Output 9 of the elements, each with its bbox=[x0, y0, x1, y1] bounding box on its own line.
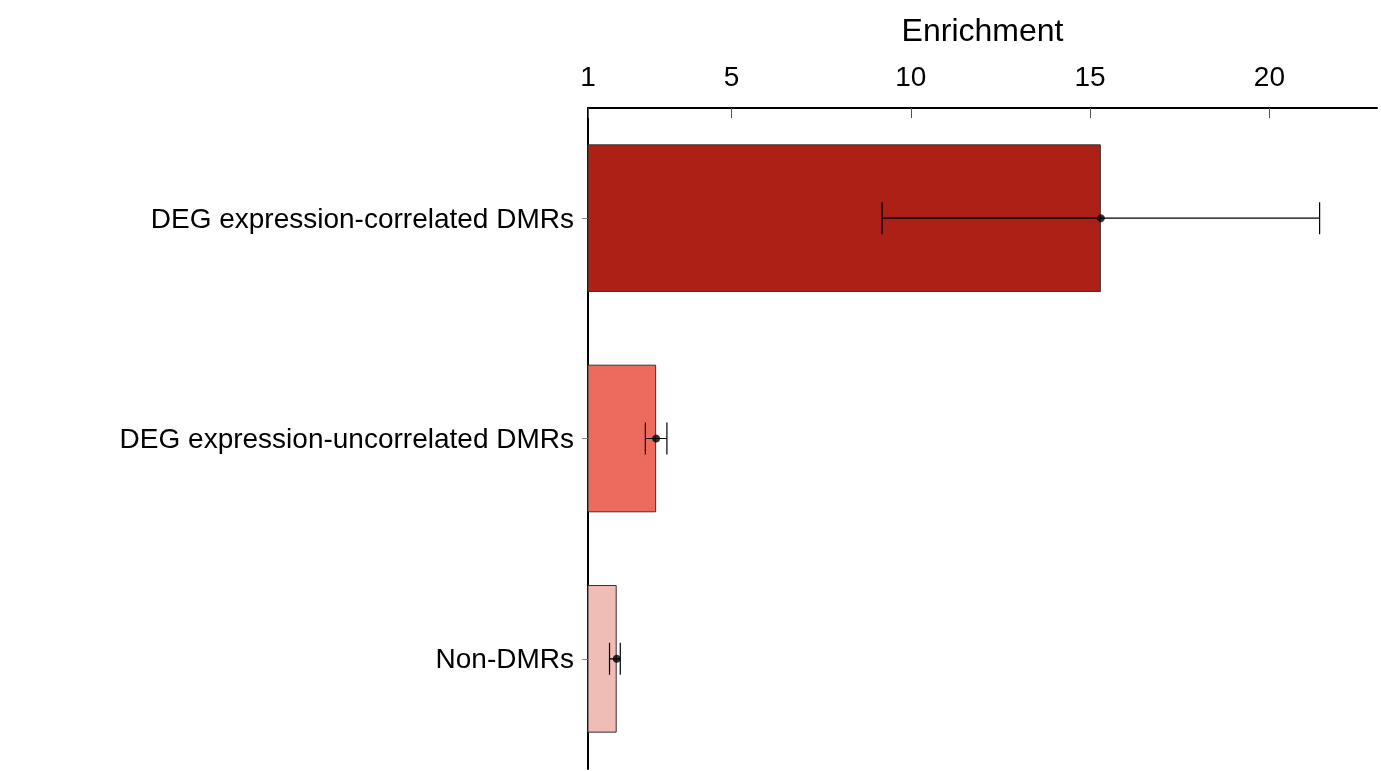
y-tick-label: DEG expression-correlated DMRs bbox=[150, 202, 574, 234]
x-axis-title: Enrichment bbox=[901, 12, 1064, 48]
x-tick-label: 1 bbox=[580, 60, 596, 92]
y-tick-label: DEG expression-uncorrelated DMRs bbox=[119, 423, 574, 454]
y-tick-label: Non-DMRs bbox=[435, 643, 574, 675]
x-tick-label: 5 bbox=[723, 60, 740, 92]
x-tick-label: 20 bbox=[1253, 60, 1285, 92]
x-tick-label: 10 bbox=[895, 60, 927, 92]
x-tick-label: 15 bbox=[1074, 60, 1106, 92]
